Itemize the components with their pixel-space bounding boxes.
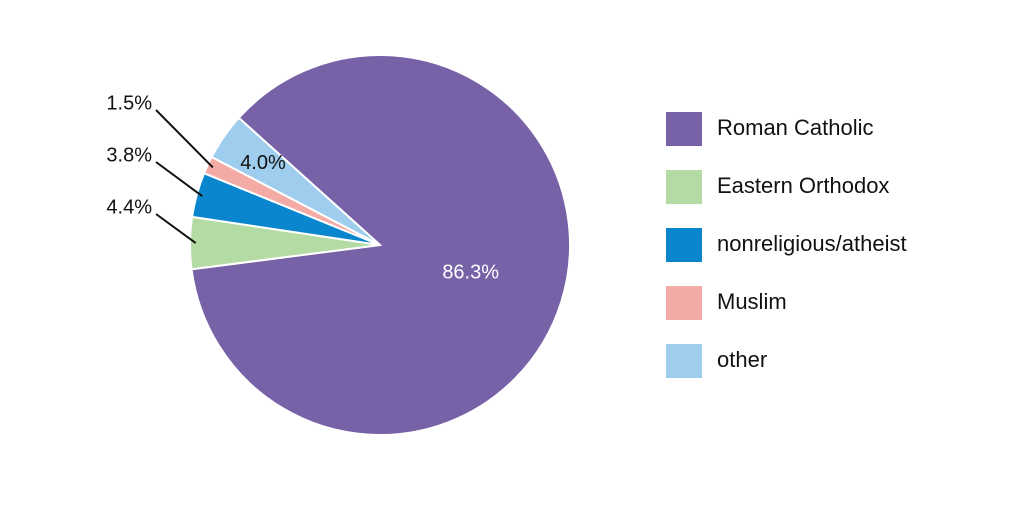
pie-slice xyxy=(190,54,571,436)
legend-swatch xyxy=(666,228,702,262)
legend-swatch xyxy=(666,112,702,146)
pie-slice xyxy=(210,116,381,246)
data-label: 86.3% xyxy=(442,262,499,284)
data-label: 1.5% xyxy=(106,92,152,114)
legend-swatch xyxy=(666,344,702,378)
legend-label: Muslim xyxy=(717,289,787,314)
leader-line xyxy=(155,161,203,197)
legend-swatch xyxy=(666,170,702,204)
legend-label: other xyxy=(717,347,767,372)
data-label: 4.0% xyxy=(240,152,286,174)
leader-line xyxy=(155,213,197,244)
data-label: 3.8% xyxy=(106,144,152,166)
leader-line xyxy=(155,109,214,169)
data-label: 4.4% xyxy=(106,196,152,218)
legend-label: nonreligious/atheist xyxy=(717,231,907,256)
legend-label: Eastern Orthodox xyxy=(717,173,889,198)
legend-swatch xyxy=(666,286,702,320)
legend-label: Roman Catholic xyxy=(717,115,874,140)
